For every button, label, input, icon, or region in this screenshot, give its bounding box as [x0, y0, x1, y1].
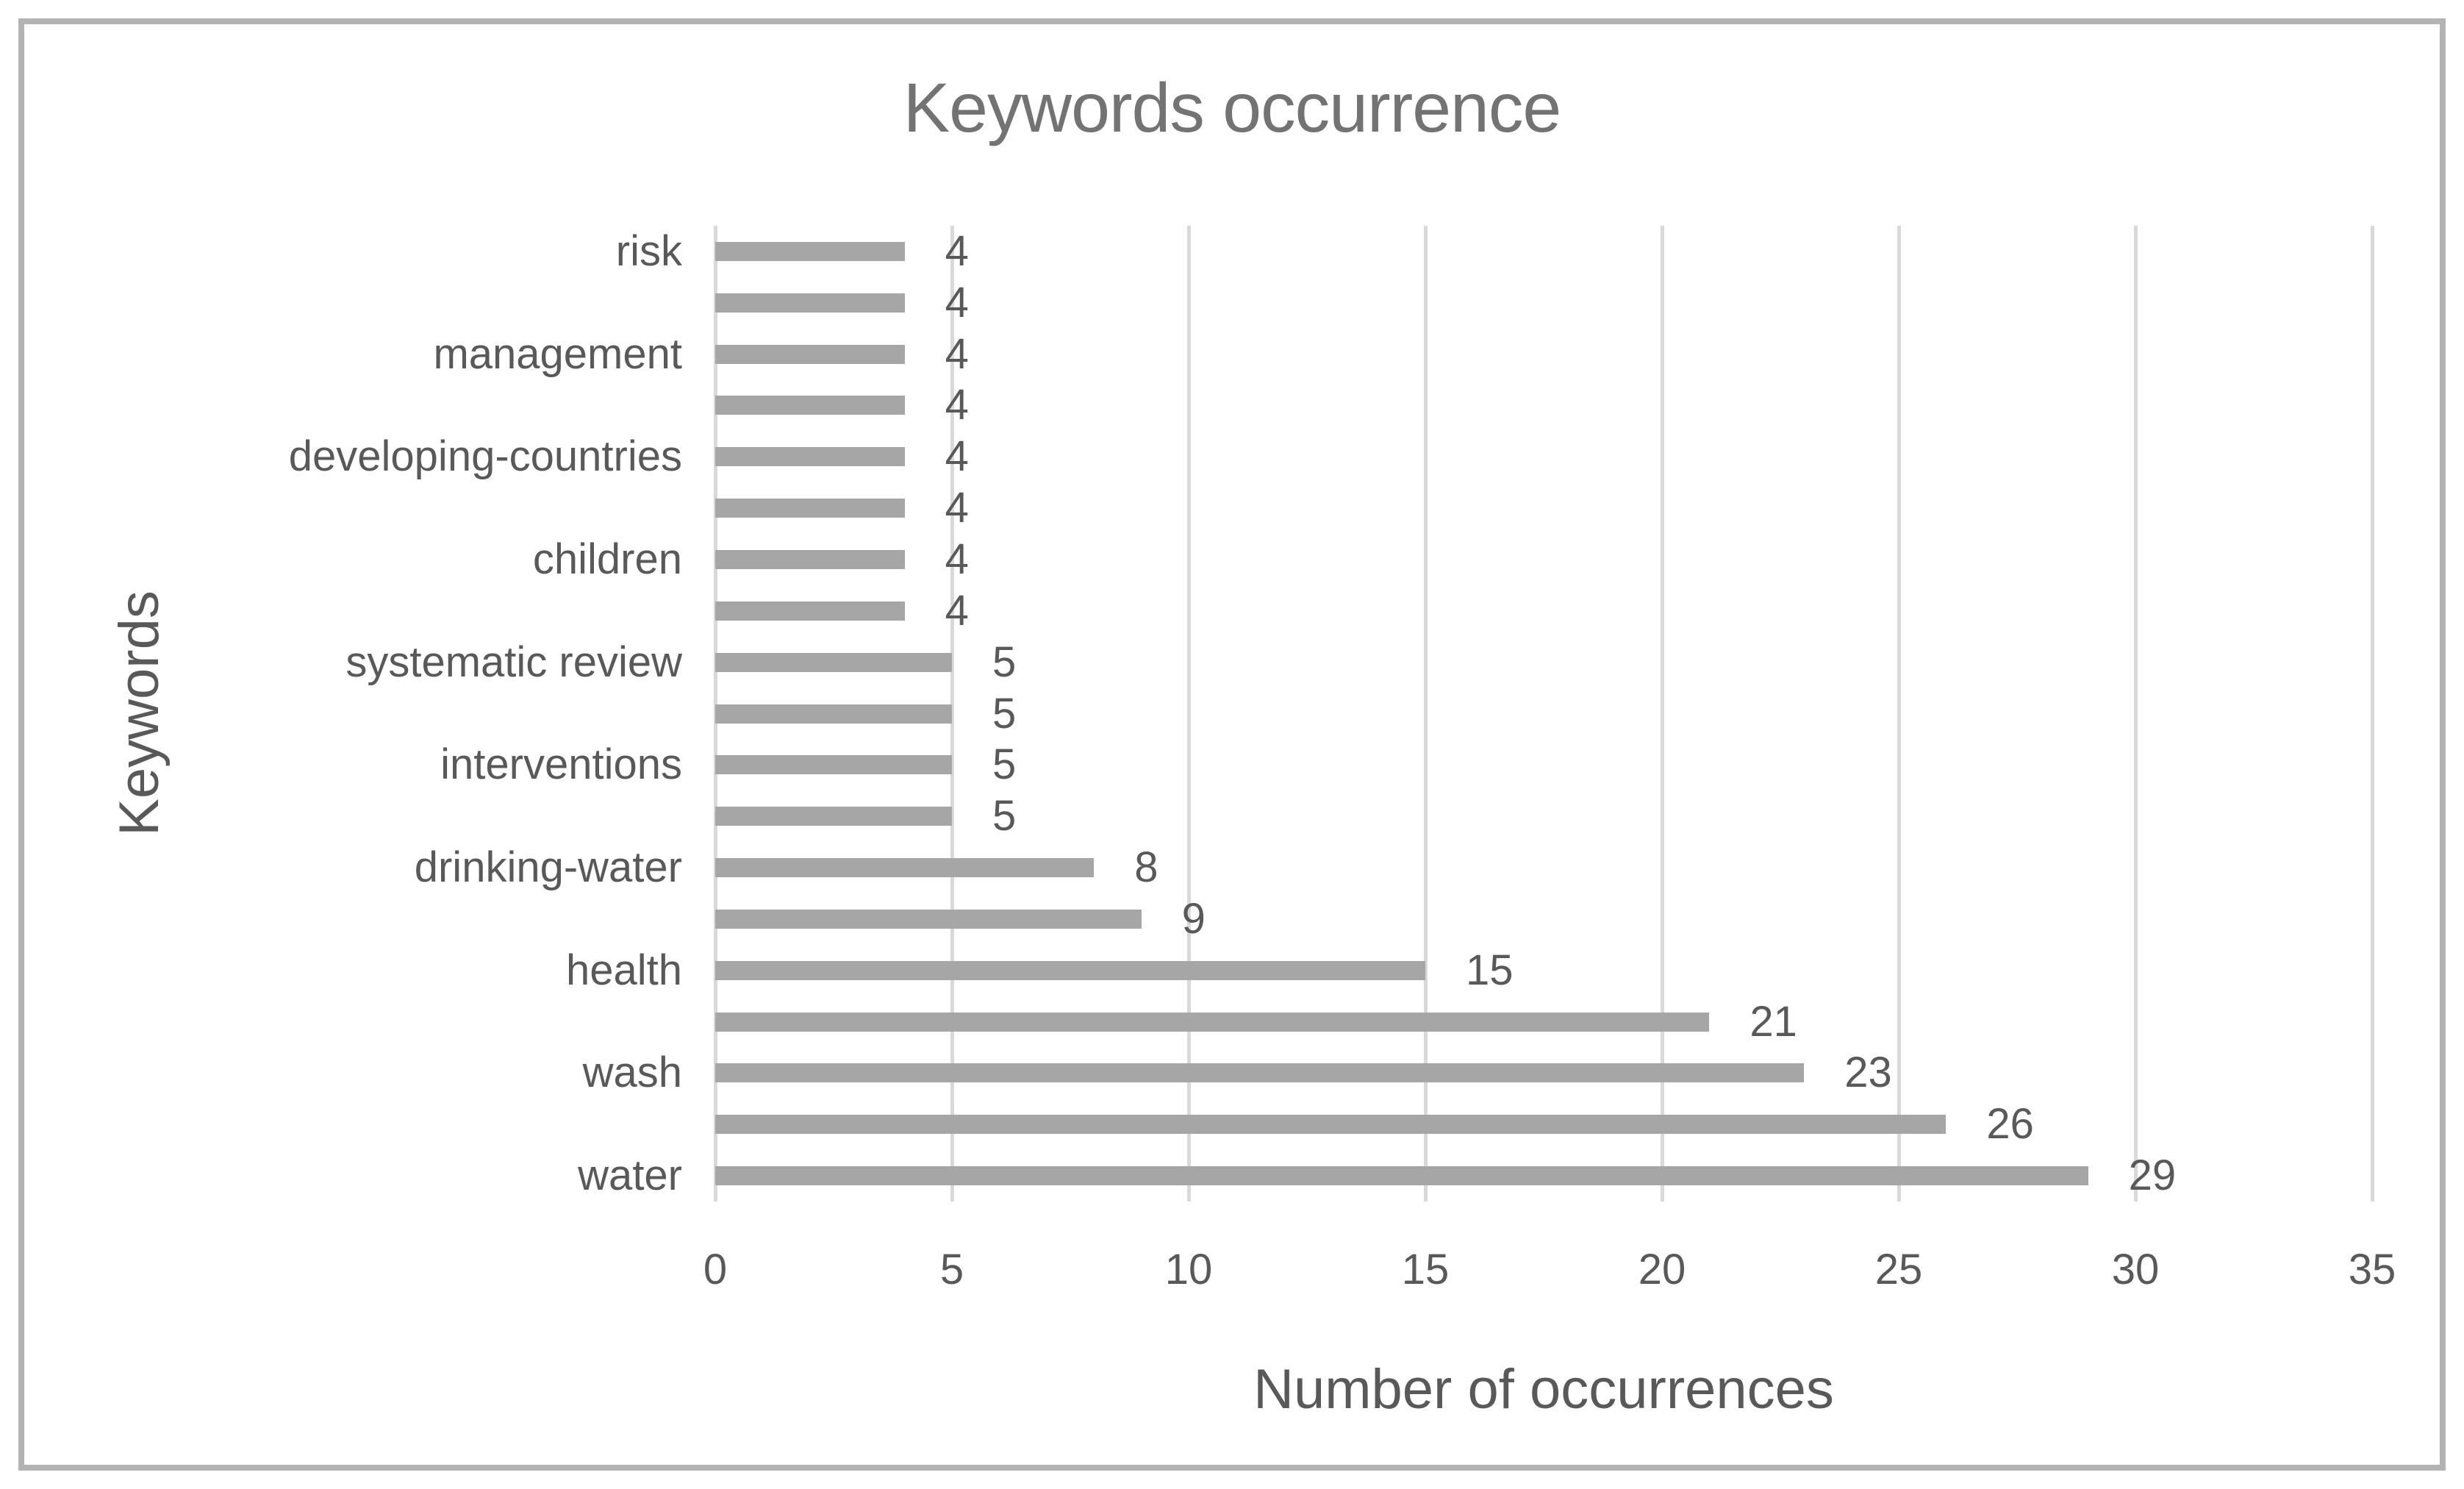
bar [715, 499, 905, 518]
bar [715, 293, 905, 313]
category-label: interventions [440, 740, 682, 789]
x-tick-label-0: 0 [703, 1246, 728, 1293]
gridline-20 [1660, 226, 1664, 1201]
bar-value-label: 5 [992, 689, 1017, 738]
bar-value-label: 9 [1181, 894, 1206, 943]
bar [715, 960, 1425, 980]
chart-title: Keywords occurrence [903, 69, 1561, 147]
x-tick-label-20: 20 [1638, 1246, 1686, 1293]
bar-value-label: 8 [1134, 843, 1158, 892]
category-label: health [565, 946, 682, 994]
gridline-35 [2370, 226, 2374, 1201]
bar-value-label: 5 [992, 638, 1017, 686]
gridline-30 [2133, 226, 2138, 1201]
gridline-15 [1423, 226, 1428, 1201]
bar [715, 344, 905, 364]
bar [715, 396, 905, 415]
bar-value-label: 23 [1844, 1049, 1892, 1097]
bar-value-label: 4 [945, 329, 969, 378]
category-label: drinking-water [414, 843, 682, 892]
x-tick-label-10: 10 [1164, 1246, 1213, 1293]
bar-value-label: 4 [945, 226, 969, 275]
gridline-25 [1897, 226, 1901, 1201]
x-axis-title: Number of occurrences [1253, 1358, 1834, 1421]
category-label: developing-countries [288, 432, 682, 481]
bar-value-label: 4 [945, 381, 969, 429]
category-label: water [578, 1151, 682, 1200]
bar [715, 549, 905, 569]
bar [715, 1012, 1710, 1032]
bar [715, 1063, 1805, 1083]
bar-value-label: 29 [2128, 1151, 2177, 1200]
bar [715, 1115, 1947, 1135]
bar [715, 807, 952, 826]
x-tick-label-30: 30 [2111, 1246, 2160, 1293]
gridline-5 [950, 226, 954, 1201]
bar-value-label: 5 [992, 740, 1017, 789]
bar-value-label: 4 [945, 484, 969, 532]
bar-value-label: 4 [945, 586, 969, 635]
bar [715, 447, 905, 467]
gridline-10 [1186, 226, 1191, 1201]
bar [715, 601, 905, 621]
category-label: systematic review [345, 638, 682, 686]
bar [715, 755, 952, 775]
x-tick-label-35: 35 [2348, 1246, 2396, 1293]
category-label: risk [615, 226, 682, 275]
x-tick-label-25: 25 [1874, 1246, 1923, 1293]
bar [715, 858, 1095, 878]
bar-value-label: 26 [1986, 1100, 2034, 1149]
bar-value-label: 4 [945, 432, 969, 481]
plot-area: 0 5 10 15 20 25 30 35 4 risk 4 4 management 4 4 develop… [289, 226, 2396, 1291]
bar-value-label: 5 [992, 792, 1017, 840]
bar-value-label: 15 [1466, 946, 1514, 994]
y-axis-title: Keywords [108, 590, 171, 836]
bar [715, 1166, 2088, 1186]
category-label: children [532, 535, 682, 583]
bar [715, 704, 952, 724]
bar-value-label: 4 [945, 535, 969, 583]
bar [715, 909, 1142, 929]
category-label: management [433, 329, 682, 378]
category-label: wash [582, 1049, 682, 1097]
x-tick-label-15: 15 [1401, 1246, 1450, 1293]
bar [715, 241, 905, 261]
x-tick-label-5: 5 [939, 1246, 964, 1293]
bar-value-label: 21 [1749, 997, 1797, 1046]
bar-value-label: 4 [945, 278, 969, 326]
bar [715, 652, 952, 672]
